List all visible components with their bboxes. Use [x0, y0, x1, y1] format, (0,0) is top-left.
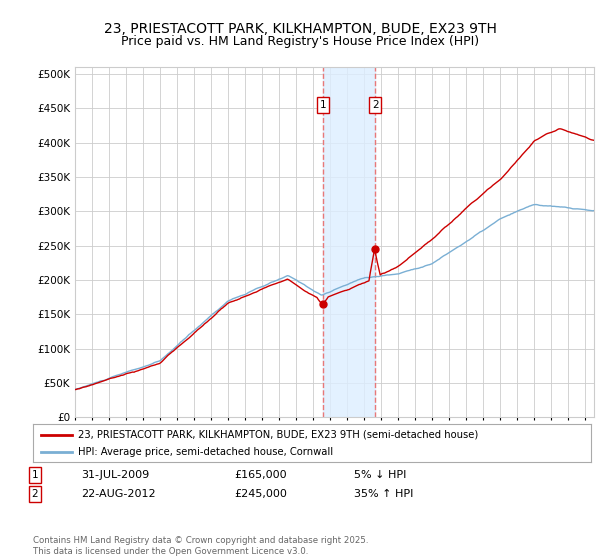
Text: 1: 1: [320, 100, 326, 110]
Text: 23, PRIESTACOTT PARK, KILKHAMPTON, BUDE, EX23 9TH: 23, PRIESTACOTT PARK, KILKHAMPTON, BUDE,…: [104, 22, 496, 36]
Text: 1: 1: [31, 470, 38, 480]
Bar: [323, 67, 375, 417]
Text: 35% ↑ HPI: 35% ↑ HPI: [354, 489, 413, 499]
Text: £165,000: £165,000: [234, 470, 287, 480]
Text: 2: 2: [372, 100, 379, 110]
Text: HPI: Average price, semi-detached house, Cornwall: HPI: Average price, semi-detached house,…: [77, 447, 333, 458]
Text: 5% ↓ HPI: 5% ↓ HPI: [354, 470, 406, 480]
Text: Price paid vs. HM Land Registry's House Price Index (HPI): Price paid vs. HM Land Registry's House …: [121, 35, 479, 48]
Text: 22-AUG-2012: 22-AUG-2012: [81, 489, 155, 499]
Text: 23, PRIESTACOTT PARK, KILKHAMPTON, BUDE, EX23 9TH (semi-detached house): 23, PRIESTACOTT PARK, KILKHAMPTON, BUDE,…: [77, 430, 478, 440]
Text: 31-JUL-2009: 31-JUL-2009: [81, 470, 149, 480]
Text: Contains HM Land Registry data © Crown copyright and database right 2025.
This d: Contains HM Land Registry data © Crown c…: [33, 536, 368, 556]
Text: 2: 2: [31, 489, 38, 499]
Text: £245,000: £245,000: [234, 489, 287, 499]
